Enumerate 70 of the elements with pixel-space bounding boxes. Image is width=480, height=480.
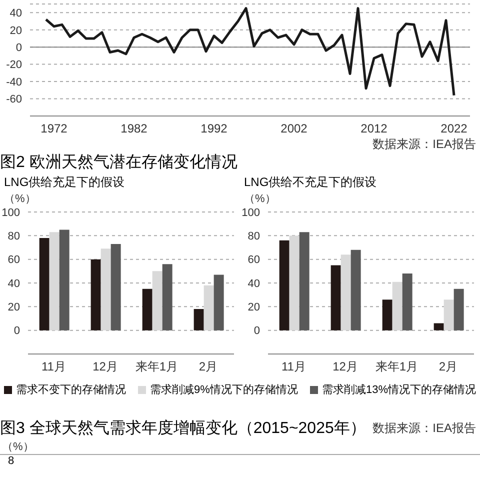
x-tick-label: 来年1月	[375, 360, 418, 374]
bar	[39, 238, 50, 330]
bar	[392, 282, 402, 330]
bar	[299, 232, 310, 330]
y-tick-label: 40	[10, 8, 22, 20]
bar	[289, 236, 300, 330]
legend-label: 需求削减9%情况下的存储情况	[149, 383, 298, 397]
x-tick-label: 2月	[198, 360, 218, 374]
y-tick-label: 20	[8, 302, 20, 314]
chart-subtitle: LNG供给不充足下的假设	[243, 174, 378, 191]
x-tick-label: 1992	[200, 122, 228, 136]
y-tick-label: 40	[248, 278, 260, 290]
text: （%）	[0, 439, 480, 455]
legend-label: 需求削减13%情况下的存储情况	[320, 383, 476, 397]
bar	[279, 240, 290, 330]
bar	[402, 274, 412, 330]
bar	[100, 248, 111, 330]
bar	[434, 323, 444, 330]
x-tick-label: 12月	[332, 360, 358, 374]
y-tick-label: 20	[10, 24, 22, 37]
y-tick-label: 0	[16, 42, 22, 54]
bar	[444, 300, 454, 330]
y-tick-label: 60	[8, 254, 20, 266]
y-tick-label: 0	[14, 325, 20, 338]
bar	[454, 288, 464, 330]
text: 8	[7, 455, 16, 467]
bar	[152, 271, 162, 330]
x-tick-label: 11月	[42, 360, 66, 374]
legend-label: 需求不变下的存储情况	[15, 382, 126, 397]
x-tick-label: 1982	[120, 122, 148, 136]
y-tick-label: 80	[248, 230, 260, 243]
y-tick-label: 60	[248, 254, 260, 266]
source-note: 数据来源：IEA报告	[372, 136, 477, 153]
y-tick-label: 40	[8, 278, 20, 290]
source-note: 数据来源：IEA报告	[372, 420, 476, 437]
x-tick-label: 11月	[282, 360, 306, 374]
bar	[59, 230, 70, 330]
y-tick-label: 100	[242, 206, 260, 219]
bar	[49, 232, 60, 330]
bar	[330, 265, 341, 330]
x-tick-label: 1972	[40, 122, 68, 136]
bar	[142, 288, 152, 330]
bar	[340, 254, 351, 330]
y-tick-label: 80	[8, 230, 20, 243]
y-axis-title: （%）	[243, 192, 277, 206]
x-tick-label: 2002	[280, 122, 308, 136]
y-axis-title: （%）	[3, 192, 37, 206]
x-tick-label: 12月	[92, 360, 118, 374]
y-tick-label: 0	[254, 325, 260, 338]
chart-subtitle: LNG供给充足下的假设	[3, 174, 126, 191]
text: 图3 全球天然气需求年度增幅变化（2015~2025年）	[0, 420, 366, 437]
chart-title: 图2 欧洲天然气潜在存储变化情况	[0, 152, 238, 173]
line-series	[44, 7, 456, 97]
x-tick-label: 2月	[438, 360, 458, 374]
bar	[110, 244, 121, 330]
y-tick-label: 20	[248, 302, 260, 314]
bar	[214, 274, 224, 330]
bar	[90, 259, 101, 330]
y-tick-label: -20	[6, 59, 22, 72]
bar	[194, 309, 204, 330]
bar	[382, 300, 392, 330]
x-tick-label: 2012	[360, 122, 388, 136]
bar	[204, 285, 214, 330]
x-tick-label: 来年1月	[135, 360, 178, 374]
y-tick-label: -40	[6, 76, 22, 88]
bar	[350, 250, 361, 330]
bar	[162, 264, 172, 330]
x-tick-label: 2022	[440, 122, 468, 136]
y-tick-label: -60	[6, 94, 22, 106]
y-tick-label: 100	[2, 206, 20, 219]
